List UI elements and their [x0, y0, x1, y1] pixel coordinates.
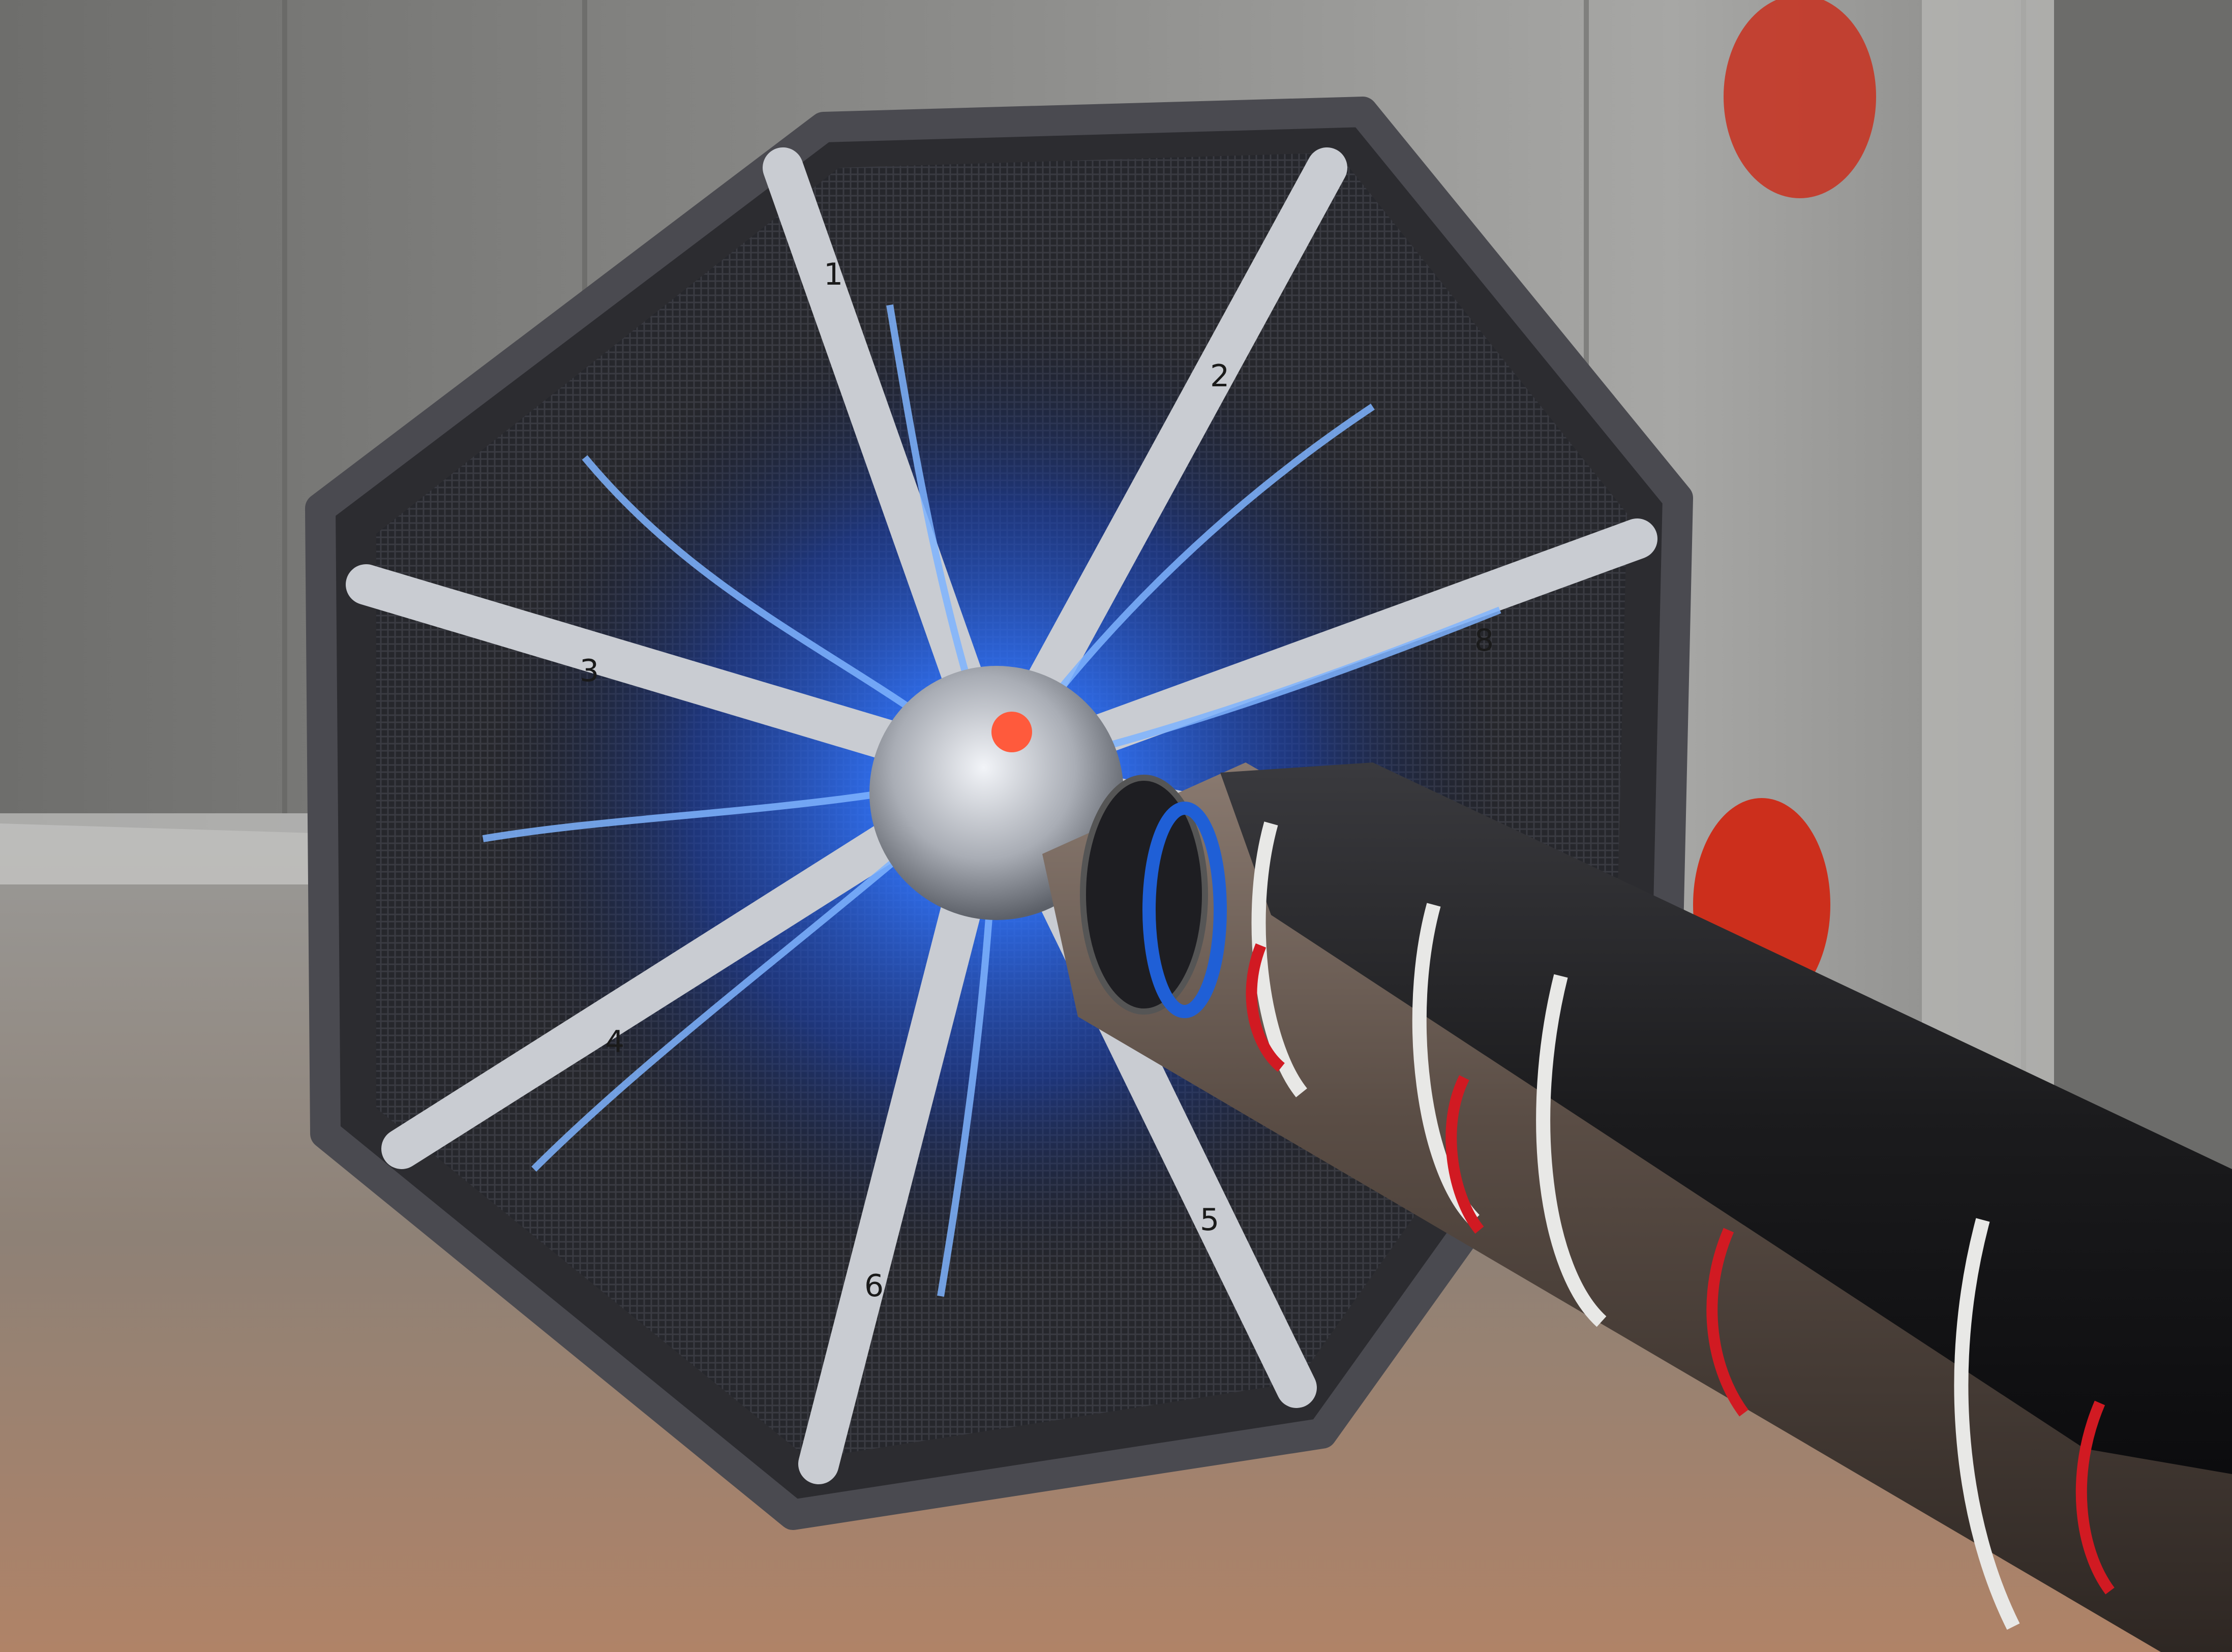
spoke-label-4: 4 [605, 1024, 624, 1060]
spoke-label-8: 8 [1474, 623, 1494, 658]
spoke-2 [976, 147, 1347, 793]
spoke-label-5: 5 [1200, 1202, 1219, 1238]
hub-red-light [991, 712, 1032, 752]
red-bands [1246, 943, 2115, 1595]
zip-ties [1251, 821, 2020, 1630]
cable-bundle [1220, 762, 2232, 1474]
connector-ring-blue [1142, 802, 1227, 1018]
wall-column [1922, 0, 2054, 1169]
boom-pipe [1042, 762, 2232, 1652]
spoke-label-3: 3 [580, 653, 599, 689]
boom-assembly [1042, 762, 2232, 1652]
wall-column-edge [2054, 0, 2232, 1220]
floor-light-strip [0, 813, 356, 884]
spoke-label-1: 1 [824, 257, 843, 292]
drogue-assembly: 1 2 3 4 5 6 7 8 [305, 97, 1693, 1530]
red-marker-top [1724, 0, 1876, 198]
spoke-label-6: 6 [864, 1268, 884, 1304]
spoke-label-2: 2 [1210, 358, 1229, 394]
